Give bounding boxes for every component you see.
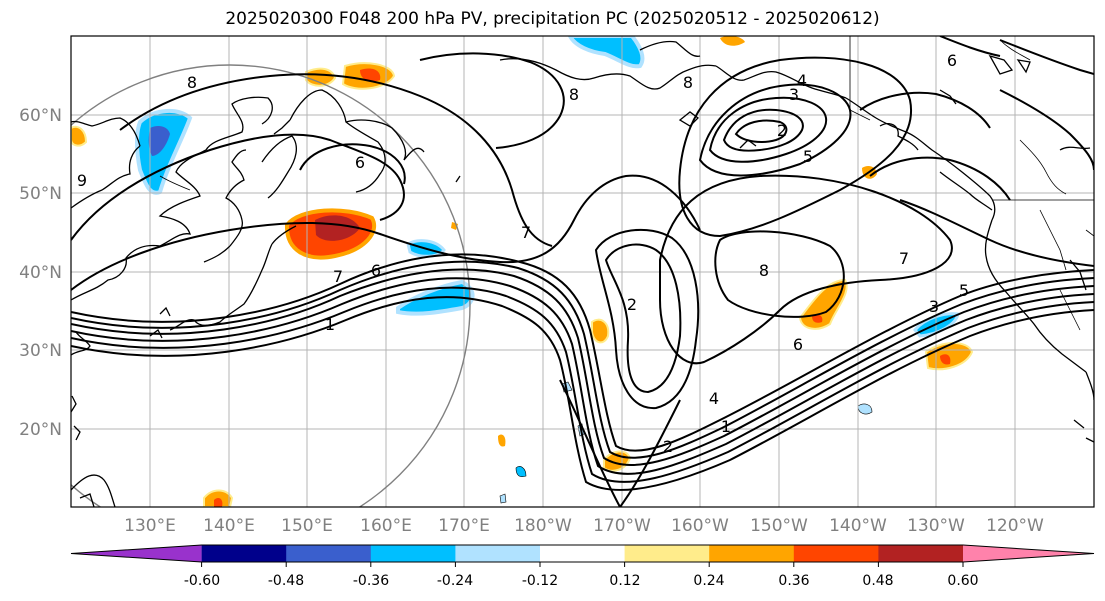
lon-label: 170°W (593, 516, 651, 536)
colorbar-swatch (455, 545, 541, 562)
precip-anomaly-positive (305, 67, 337, 87)
colorbar-tick-labels: -0.60 -0.48 -0.36 -0.24 -0.12 0.12 0.24 … (184, 573, 979, 589)
lon-label: 140°E (203, 516, 255, 536)
coastlines (71, 40, 1094, 507)
precip-anomaly-positive (720, 36, 745, 46)
lon-label: 140°W (829, 516, 887, 536)
colorbar-swatch (793, 545, 879, 562)
contour-label: 9 (77, 171, 87, 190)
contour-label: 3 (789, 85, 799, 104)
contour-label: 1 (325, 315, 335, 334)
colorbar-swatch (624, 545, 710, 562)
colorbar-swatches (70, 544, 1095, 563)
contour-label: 4 (709, 389, 719, 408)
lat-label: 20°N (19, 420, 62, 440)
lat-label: 40°N (19, 263, 62, 283)
contour-label: 5 (959, 281, 969, 300)
lon-label: 160°E (360, 516, 412, 536)
contour-label: 1 (721, 417, 731, 436)
map-panel: 8 6 7 6 1 7 2 8 4 3 2 5 8 7 5 3 6 4 1 2 … (71, 36, 1094, 507)
contour-label: 5 (803, 147, 813, 166)
contour-label: 3 (929, 297, 939, 316)
pv-contours (71, 36, 1094, 507)
lon-label: 180°W (514, 516, 572, 536)
precip-anomaly-positive (315, 215, 360, 241)
precip-anomaly-positive (812, 314, 823, 323)
contour-label: 6 (947, 51, 957, 70)
contour-label: 2 (627, 295, 637, 314)
precip-anomaly-negative (567, 36, 645, 69)
colorbar-swatch (201, 545, 287, 562)
colorbar-swatch (370, 545, 456, 562)
lon-label: 170°E (438, 516, 490, 536)
colorbar-ticks (201, 562, 964, 567)
colorbar-tick-label: -0.48 (268, 573, 304, 589)
lat-label: 50°N (19, 184, 62, 204)
lon-label: 120°W (986, 516, 1044, 536)
contour-label: 8 (759, 261, 769, 280)
range-circle (71, 64, 471, 507)
contour-label: 4 (797, 71, 807, 90)
precip-anomaly-positive (71, 125, 88, 147)
lon-label: 130°W (907, 516, 965, 536)
precip-anomaly-positive (360, 68, 381, 82)
colorbar-tick-label: 0.36 (778, 573, 809, 589)
lon-label: 150°W (750, 516, 808, 536)
lon-label: 150°E (281, 516, 333, 536)
colorbar-tick-label: -0.24 (437, 573, 473, 589)
precip-anomaly-negative (499, 493, 507, 504)
precip-anomaly-positive (940, 354, 951, 365)
colorbar-tick-label: 0.12 (609, 573, 640, 589)
colorbar-tick-label: 0.24 (693, 573, 724, 589)
contour-label: 2 (663, 437, 673, 456)
colorbar-tick-label: 0.48 (862, 573, 893, 589)
colorbar-tick-label: 0.60 (947, 573, 978, 589)
colorbar-swatch (878, 545, 964, 562)
precip-anomaly-negative (857, 403, 873, 415)
colorbar: -0.60 -0.48 -0.36 -0.24 -0.12 0.12 0.24 … (70, 544, 1095, 589)
contour-label: 7 (899, 249, 909, 268)
precip-anomaly-positive (591, 318, 610, 344)
colorbar-swatch (709, 545, 795, 562)
lat-label: 30°N (19, 341, 62, 361)
colorbar-swatch (71, 545, 202, 562)
precip-anomaly-positive (214, 498, 223, 507)
lon-label: 130°E (124, 516, 176, 536)
map-frame (70, 35, 1095, 508)
precip-anomaly-positive (498, 434, 506, 447)
latitude-labels: 60°N 50°N 40°N 30°N 20°N (19, 106, 62, 440)
lat-label: 60°N (19, 106, 62, 126)
colorbar-swatch (286, 545, 372, 562)
colorbar-tick-label: -0.36 (353, 573, 389, 589)
contour-label: 6 (355, 153, 365, 172)
colorbar-swatch (963, 545, 1094, 562)
precip-anomaly-negative (515, 466, 527, 478)
lon-label: 160°W (671, 516, 729, 536)
map-title: 2025020300 F048 200 hPa PV, precipitatio… (225, 9, 880, 29)
contour-label: 8 (683, 73, 693, 92)
precip-anomaly-negative (148, 126, 170, 156)
contour-label: 8 (187, 73, 197, 92)
colorbar-tick-label: -0.12 (522, 573, 558, 589)
colorbar-swatch (540, 545, 626, 562)
contour-label: 2 (777, 121, 787, 140)
contour-label: 7 (333, 267, 343, 286)
contour-label: 6 (371, 261, 381, 280)
contour-label: 8 (569, 85, 579, 104)
pv-contour-labels: 8 6 7 6 1 7 2 8 4 3 2 5 8 7 5 3 6 4 1 2 … (77, 51, 969, 456)
contour-label: 6 (793, 335, 803, 354)
contour-label: 7 (521, 223, 531, 242)
longitude-labels: 130°E 140°E 150°E 160°E 170°E 180°W 170°… (124, 516, 1044, 536)
colorbar-tick-label: -0.60 (184, 573, 220, 589)
